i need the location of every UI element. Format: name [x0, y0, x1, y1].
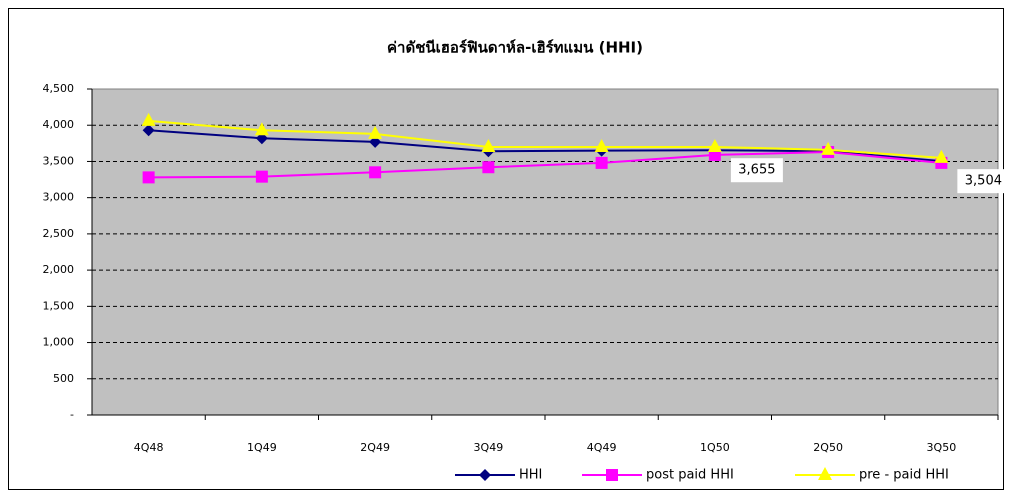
y-tick-label: 1,500 — [43, 299, 75, 312]
marker — [818, 467, 832, 480]
marker — [369, 166, 382, 179]
marker — [254, 122, 269, 136]
x-tick-label: 2Q49 — [360, 441, 390, 454]
series-line — [148, 151, 942, 179]
x-tick-label: 1Q49 — [247, 441, 277, 454]
y-tick-label: 500 — [53, 372, 74, 385]
marker — [368, 125, 383, 139]
x-tick-label: 1Q50 — [700, 441, 730, 454]
legend-label: pre - paid HHI — [859, 468, 949, 483]
y-tick-label: 3,000 — [43, 191, 75, 204]
y-tick-label: 4,500 — [43, 82, 75, 95]
marker — [707, 138, 722, 152]
data-label: 3,655 — [738, 163, 775, 178]
x-tick-label: 4Q49 — [587, 441, 617, 454]
series-line — [148, 129, 942, 163]
marker — [481, 138, 496, 152]
series-line — [148, 119, 942, 159]
marker — [142, 171, 155, 184]
x-tick-label: 4Q48 — [134, 441, 164, 454]
chart-title: ค่าดัชนีเฮอร์ฟินดาห์ล-เฮิร์ทแมน (HHI) — [387, 39, 643, 57]
x-tick-label: 3Q50 — [927, 441, 957, 454]
legend-label: post paid HHI — [646, 468, 734, 483]
marker — [255, 170, 268, 183]
x-tick-label: 3Q49 — [474, 441, 504, 454]
y-tick-label: 2,500 — [43, 227, 75, 240]
data-label: 3,504 — [965, 174, 1002, 189]
marker — [595, 156, 608, 169]
y-tick-label: 4,000 — [43, 118, 75, 131]
y-tick-label: 2,000 — [43, 263, 75, 276]
plot-area — [91, 88, 999, 416]
marker — [606, 469, 618, 481]
marker — [594, 138, 609, 152]
marker — [479, 469, 491, 481]
legend-label: HHI — [519, 468, 542, 483]
x-tick-label: 2Q50 — [813, 441, 843, 454]
data-label-box — [957, 169, 1010, 194]
marker — [482, 161, 495, 174]
marker — [821, 141, 836, 155]
y-tick-label: - — [70, 408, 74, 421]
y-tick-label: 1,000 — [43, 336, 75, 349]
marker — [142, 124, 155, 137]
marker — [141, 112, 156, 126]
marker — [934, 149, 949, 163]
y-tick-label: 3,500 — [43, 154, 75, 167]
data-label-box — [730, 158, 783, 183]
